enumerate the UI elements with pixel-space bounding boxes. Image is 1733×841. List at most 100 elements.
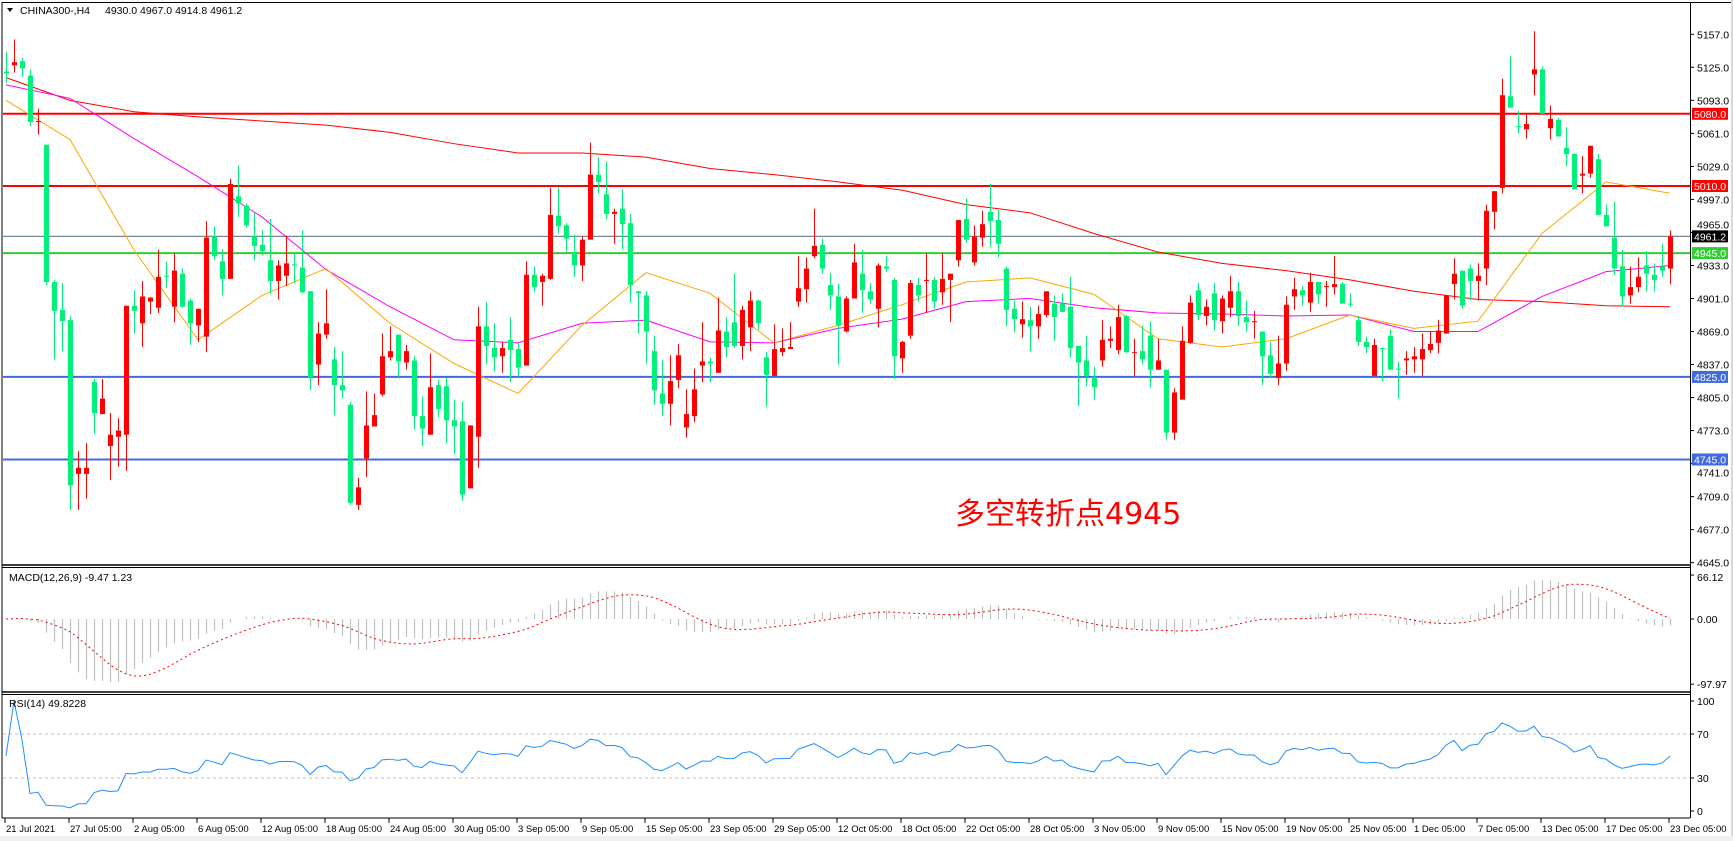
candle (1412, 346, 1417, 373)
candle-body (1428, 343, 1433, 351)
candle-body (780, 348, 785, 353)
candle-body (1116, 317, 1121, 351)
candle (1300, 286, 1305, 306)
candle-body (700, 361, 705, 366)
price-tick-label: 5061.0 (1697, 128, 1729, 140)
triangle-down-icon[interactable] (7, 8, 13, 12)
candle (1340, 281, 1345, 304)
candle-body (364, 425, 369, 459)
candle-body (1124, 316, 1129, 353)
candle-body (1148, 335, 1153, 370)
candle-body (1436, 330, 1441, 343)
candle-body (748, 300, 753, 328)
candle-body (100, 398, 105, 415)
candle-body (444, 386, 449, 421)
price-tick-label: 4933.0 (1697, 260, 1729, 272)
chart-symbol: CHINA300-,H4 (20, 5, 90, 17)
candle-body (268, 260, 273, 281)
candle-body (1276, 363, 1281, 378)
candle (756, 299, 761, 330)
candle-body (1420, 349, 1425, 360)
candle (708, 357, 713, 383)
candle-body (1508, 96, 1513, 108)
level-label: 4745.0 (1694, 454, 1726, 466)
candle-body (1004, 268, 1009, 310)
candle-body (1516, 126, 1521, 128)
candle (1588, 145, 1593, 178)
candle-body (612, 211, 617, 214)
candle-body (892, 279, 897, 357)
candle-body (1292, 289, 1297, 297)
candle (780, 328, 785, 357)
candle (1660, 243, 1665, 277)
candle-body (356, 487, 361, 505)
candle (1148, 321, 1153, 388)
candle (1044, 291, 1049, 318)
candle (116, 418, 121, 467)
price-tick-label: 4773.0 (1697, 426, 1729, 438)
candle (276, 260, 281, 300)
time-tick-label: 30 Aug 05:00 (454, 824, 510, 835)
candle-body (668, 381, 673, 404)
candle-body (28, 75, 33, 123)
candle (1052, 295, 1057, 341)
candle-body (1484, 210, 1489, 269)
time-tick-label: 13 Dec 05:00 (1542, 824, 1599, 835)
candle (1156, 338, 1161, 370)
candle-body (4, 71, 9, 74)
candle (892, 277, 897, 379)
time-tick-label: 23 Sep 05:00 (710, 824, 767, 835)
time-tick-label: 17 Dec 05:00 (1606, 824, 1663, 835)
time-tick-label: 3 Nov 05:00 (1094, 824, 1145, 835)
candle (164, 261, 169, 289)
time-tick-label: 15 Sep 05:00 (646, 824, 703, 835)
candle (1516, 110, 1521, 134)
candle-body (1396, 368, 1401, 370)
candle (1508, 55, 1513, 108)
candle (1548, 105, 1553, 140)
candle-body (1524, 124, 1529, 130)
candle (284, 235, 289, 287)
candle (644, 291, 649, 364)
candle-body (868, 291, 873, 300)
candle (732, 273, 737, 349)
price-tick-label: 4997.0 (1697, 194, 1729, 206)
candle-body (1540, 69, 1545, 114)
candle (1316, 281, 1321, 304)
candle (1652, 263, 1657, 292)
price-tick-label: 4837.0 (1697, 360, 1729, 372)
candle-body (852, 262, 857, 299)
candle-body (52, 281, 57, 311)
candle (348, 401, 353, 505)
candle-body (588, 174, 593, 240)
candle (148, 297, 153, 314)
candle (1492, 191, 1497, 230)
candle (1188, 295, 1193, 344)
candle (948, 273, 953, 323)
candle-body (756, 300, 761, 324)
candle-body (340, 385, 345, 391)
macd-indicator (5, 580, 1672, 683)
candle-body (1380, 348, 1385, 350)
candle-body (1620, 266, 1625, 297)
candle-body (212, 236, 217, 257)
candle (956, 220, 961, 267)
candle (1012, 300, 1017, 333)
candle (100, 378, 105, 415)
candle-body (1308, 281, 1313, 303)
candle-body (132, 305, 137, 311)
candle-body (524, 274, 529, 366)
candle (604, 161, 609, 220)
candle-body (436, 385, 441, 409)
candle (628, 213, 633, 303)
candle-body (1668, 236, 1673, 269)
candle (468, 425, 473, 489)
candle-body (1164, 369, 1169, 433)
candle-body (1660, 266, 1665, 271)
candle (788, 322, 793, 350)
candle (1140, 325, 1145, 365)
level-label-bg (1692, 370, 1728, 383)
candle (876, 263, 881, 328)
